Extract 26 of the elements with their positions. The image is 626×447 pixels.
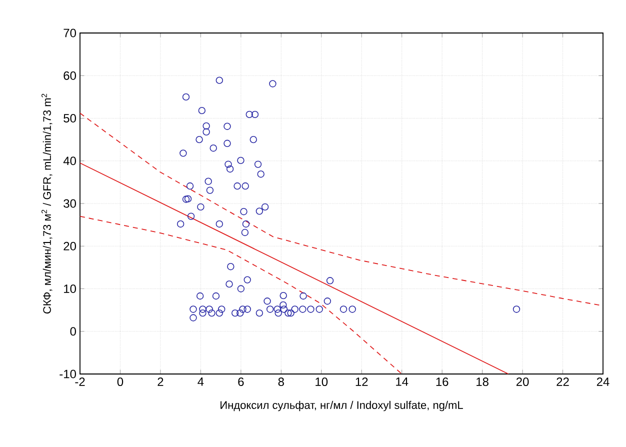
y-axis-title: СКФ, мл/мин/1,73 м$^{2}$ / GFR, mL/min/1,73 m$^{2}$ [41, 94, 52, 314]
y-tick-label: 30 [64, 199, 76, 208]
x-tick-label: 6 [238, 378, 244, 386]
x-tick-label: 12 [356, 378, 368, 386]
x-tick-label: 24 [596, 378, 610, 386]
x-tick-label: 8 [278, 378, 284, 386]
x-tick-label: 14 [396, 378, 408, 386]
y-tick-label: -10 [60, 370, 76, 378]
x-tick-label: 4 [198, 378, 204, 386]
y-tick-label: 20 [64, 242, 76, 250]
y-tick-label: 50 [64, 114, 76, 122]
y-tick-label: 70 [64, 28, 76, 38]
y-tick-label: 60 [64, 71, 76, 80]
y-tick-label: 40 [63, 156, 76, 166]
x-tick-label: -2 [75, 378, 85, 386]
y-tick-label: 10 [64, 284, 76, 293]
line-series [80, 216, 402, 374]
x-tick-label: 0 [117, 378, 124, 386]
x-tick-label: 18 [476, 378, 488, 386]
x-tick-label: 20 [516, 378, 529, 386]
y-tick-label: 0 [70, 327, 76, 336]
x-axis-title: Индоксил сульфат, нг/мл / Indoxyl sulfate, ng/mL [220, 400, 463, 412]
x-tick-label: 10 [316, 378, 328, 386]
x-tick-label: 2 [158, 378, 164, 386]
x-tick-label: 22 [556, 378, 569, 386]
x-tick-label: 16 [436, 378, 448, 386]
